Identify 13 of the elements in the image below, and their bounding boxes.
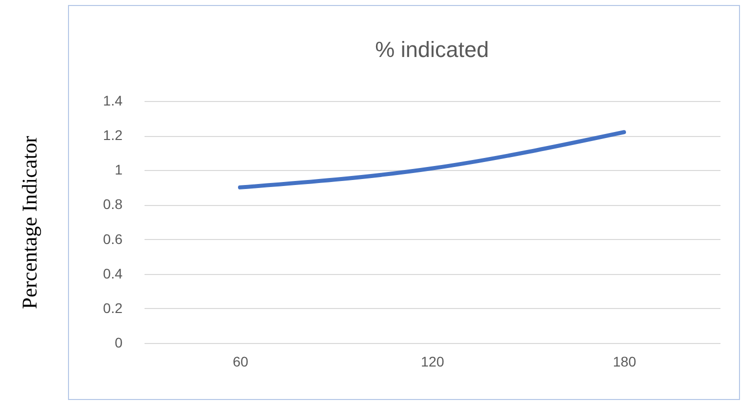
x-tick-label: 180: [612, 354, 636, 370]
y-tick-label: 0.6: [103, 230, 123, 247]
x-tick-label: 60: [232, 354, 248, 370]
chart-title: % indicated: [375, 37, 489, 62]
y-tick-label: 0.8: [103, 196, 123, 212]
y-tick-label: 0.4: [103, 265, 123, 282]
x-tick-label: 120: [420, 354, 444, 370]
y-tick-label: 0: [114, 334, 123, 350]
y-tick-label: 0.2: [103, 300, 123, 316]
y-tick-label: 1: [114, 162, 123, 178]
y-tick-label: 1.2: [103, 127, 123, 144]
y-axis-title: Percentage Indicator: [18, 136, 42, 310]
y-tick-label: 1.4: [103, 92, 123, 108]
